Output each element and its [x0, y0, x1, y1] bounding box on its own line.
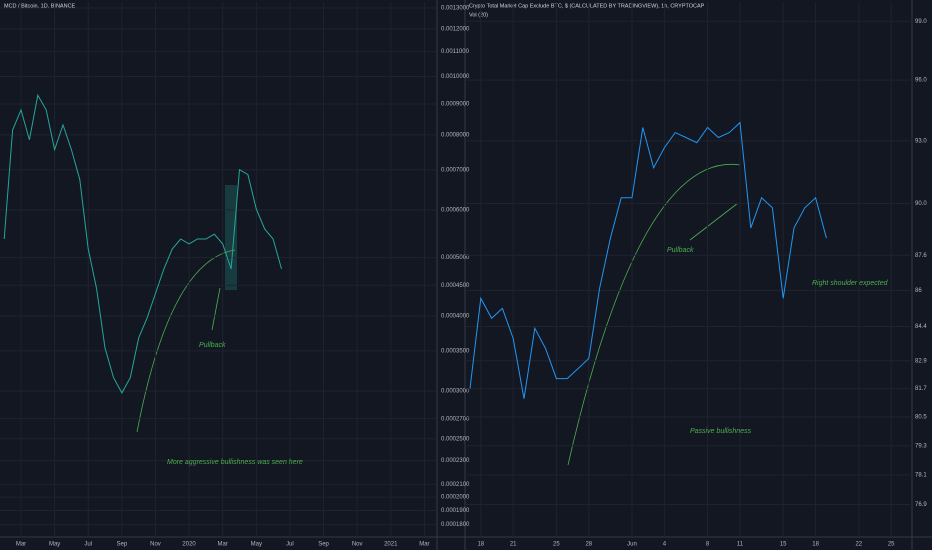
- price-line: [3, 93, 282, 394]
- y-tick-label: 79.3: [915, 443, 927, 449]
- y-tick-label: 0.0004500: [441, 283, 470, 289]
- y-tick-label: 82.9: [915, 358, 927, 364]
- x-tick-label: Jul: [84, 542, 92, 548]
- y-tick-label: 0.0006000: [441, 208, 470, 214]
- y-tick-label: 0.0012000: [441, 26, 470, 32]
- x-tick-label: 28: [585, 542, 592, 548]
- highlight-box: [225, 185, 237, 290]
- y-tick-label: 99.0: [915, 19, 927, 25]
- y-tick-label: 0.0001800: [441, 522, 470, 528]
- x-tick-label: 4: [663, 542, 667, 548]
- x-tick-label: 18: [812, 542, 819, 548]
- x-tick-label: 2021: [384, 542, 398, 548]
- y-tick-label: 0.0007000: [441, 167, 470, 173]
- y-tick-label: 0.0013000: [441, 6, 470, 12]
- y-tick-label: 0.0010000: [441, 74, 470, 80]
- x-tick-label: Jun: [627, 542, 637, 548]
- y-tick-label: 0.0002500: [441, 436, 470, 442]
- x-tick-label: Mar: [218, 542, 228, 548]
- y-tick-label: 0.0002700: [441, 416, 470, 422]
- x-tick-label: 21: [510, 542, 517, 548]
- x-tick-label: 15: [780, 542, 787, 548]
- x-tick-label: Nov: [150, 542, 161, 548]
- x-tick-label: 22: [855, 542, 862, 548]
- annotation: Passive bullishness: [690, 428, 752, 435]
- y-tick-label: 0.0002000: [441, 495, 470, 501]
- arrow: [689, 202, 739, 241]
- trend-curve: [567, 163, 741, 466]
- y-tick-label: 80.5: [915, 415, 927, 421]
- x-tick-label: Sep: [117, 542, 128, 548]
- y-tick-label: 81.7: [915, 386, 927, 392]
- x-tick-label: Nov: [352, 542, 363, 548]
- y-tick-label: 96.0: [915, 78, 927, 84]
- x-tick-label: Sep: [318, 542, 329, 548]
- y-tick-label: 0.0001900: [441, 508, 470, 514]
- y-tick-label: 0.0003000: [441, 389, 470, 395]
- y-tick-label: 0.0008000: [441, 132, 470, 138]
- x-tick-label: Jul: [286, 542, 294, 548]
- x-tick-label: 25: [888, 542, 895, 548]
- x-tick-label: May: [49, 542, 60, 548]
- price-line: [469, 121, 827, 399]
- y-tick-label: 90.0: [915, 201, 927, 207]
- x-tick-label: 11: [737, 542, 744, 548]
- y-tick-label: 0.0009000: [441, 102, 470, 108]
- y-tick-label: 0.0002100: [441, 482, 470, 488]
- y-tick-label: 87.6: [915, 253, 927, 259]
- chart-title: Crypto Total Market Cap Exclude BTC, $ (…: [469, 3, 705, 9]
- y-tick-label: 78.1: [915, 472, 927, 478]
- y-tick-label: 76.9: [915, 502, 927, 508]
- arrow: [211, 287, 221, 331]
- y-tick-label: 0.0011000: [441, 49, 470, 55]
- x-tick-label: Mar: [419, 542, 429, 548]
- y-tick-label: 84.4: [915, 324, 927, 330]
- y-tick-label: 0.0005000: [441, 255, 470, 261]
- x-tick-label: Mar: [16, 542, 26, 548]
- y-tick-label: 0.0002300: [441, 458, 470, 464]
- x-tick-label: 8: [706, 542, 710, 548]
- y-tick-label: 86: [915, 288, 922, 294]
- chart-title: MCD / Bitcoin, 1D, BINANCE: [4, 3, 76, 9]
- x-tick-label: 18: [477, 542, 484, 548]
- x-tick-label: May: [251, 542, 262, 548]
- x-tick-label: 2020: [182, 542, 196, 548]
- x-tick-label: 25: [553, 542, 560, 548]
- y-tick-label: 0.0003500: [441, 348, 470, 354]
- annotation: Pullback: [199, 342, 226, 349]
- annotation: More aggressive bullishness was seen her…: [167, 459, 303, 466]
- y-tick-label: 93.0: [915, 138, 927, 144]
- annotation: Right shoulder expected: [812, 280, 889, 287]
- chart-subtitle: Vol (20): [469, 12, 488, 18]
- y-tick-label: 0.0004000: [441, 314, 470, 320]
- annotation: Pullback: [667, 247, 694, 254]
